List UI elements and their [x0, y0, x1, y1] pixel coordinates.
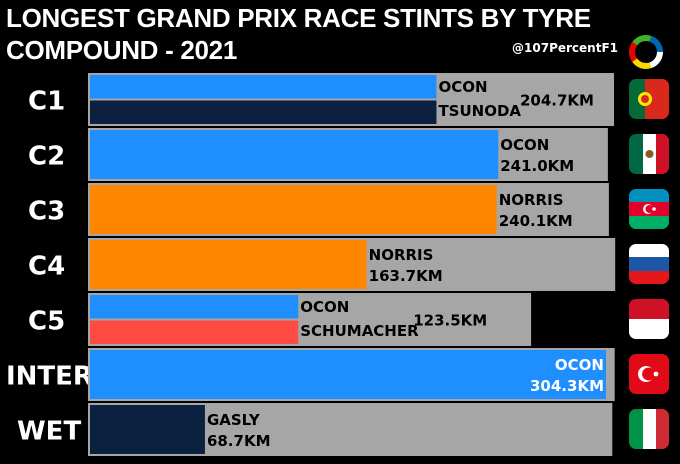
row-c2-value-label: 241.0KM — [500, 157, 574, 175]
row-c4-stint-bar-norris — [90, 240, 367, 289]
row-c3-driver-label-norris: NORRIS — [499, 191, 564, 209]
row-c2-compound-label: C2 — [28, 142, 65, 172]
row-inter-compound-label: INTER — [6, 362, 93, 392]
row-c1-driver-label-ocon: OCON — [438, 78, 487, 96]
row-c1-stint-bar-ocon — [90, 75, 437, 99]
chart-title: LONGEST GRAND PRIX RACE STINTS BY TYRE C… — [6, 2, 606, 66]
row-wet-compound-label: WET — [17, 417, 81, 447]
chart-title-line-1: LONGEST GRAND PRIX RACE STINTS BY TYRE — [6, 3, 591, 33]
row-inter-value-label: 304.3KM — [530, 377, 604, 395]
row-c5-stint-bar-ocon — [90, 295, 299, 319]
row-inter-driver-label-ocon: OCON — [555, 356, 604, 374]
monaco-flag — [629, 299, 669, 339]
row-c1-value-label: 204.7KM — [520, 92, 594, 110]
mexico-flag — [629, 134, 669, 174]
azerbaijan-flag — [629, 189, 669, 229]
turkey-flag — [629, 354, 669, 394]
row-c3-compound-label: C3 — [28, 197, 65, 227]
row-c5-stint-bar-schumacher — [90, 320, 299, 344]
tyre-ring-logo-icon — [629, 35, 663, 69]
portugal-flag — [629, 79, 669, 119]
italy-flag — [629, 409, 669, 449]
row-c1-stint-bar-tsunoda — [90, 100, 437, 124]
row-wet-driver-label-gasly: GASLY — [207, 411, 261, 429]
row-wet-value-label: 68.7KM — [207, 432, 271, 450]
row-c1-compound-label: C1 — [28, 87, 65, 117]
row-c5-value-label: 123.5KM — [413, 312, 487, 330]
row-c5-driver-label-schumacher: SCHUMACHER — [300, 322, 419, 340]
row-c4-value-label: 163.7KM — [369, 267, 443, 285]
chart-title-line-2: COMPOUND - 2021 — [6, 35, 237, 65]
row-c3-stint-bar-norris — [90, 185, 497, 234]
row-c2-stint-bar-ocon — [90, 130, 499, 179]
russia-flag — [629, 244, 669, 284]
row-c4-driver-label-norris: NORRIS — [369, 246, 434, 264]
row-c5-driver-label-ocon: OCON — [300, 298, 349, 316]
row-c1-driver-label-tsunoda: TSUNODA — [438, 102, 521, 120]
row-c4-compound-label: C4 — [28, 252, 65, 282]
row-inter-stint-bar-ocon — [90, 350, 606, 399]
row-c2-driver-label-ocon: OCON — [500, 136, 549, 154]
row-c3-value-label: 240.1KM — [499, 212, 573, 230]
row-wet-stint-bar-gasly — [90, 405, 205, 454]
row-c5-compound-label: C5 — [28, 307, 65, 337]
twitter-handle: @107PercentF1 — [512, 41, 618, 55]
